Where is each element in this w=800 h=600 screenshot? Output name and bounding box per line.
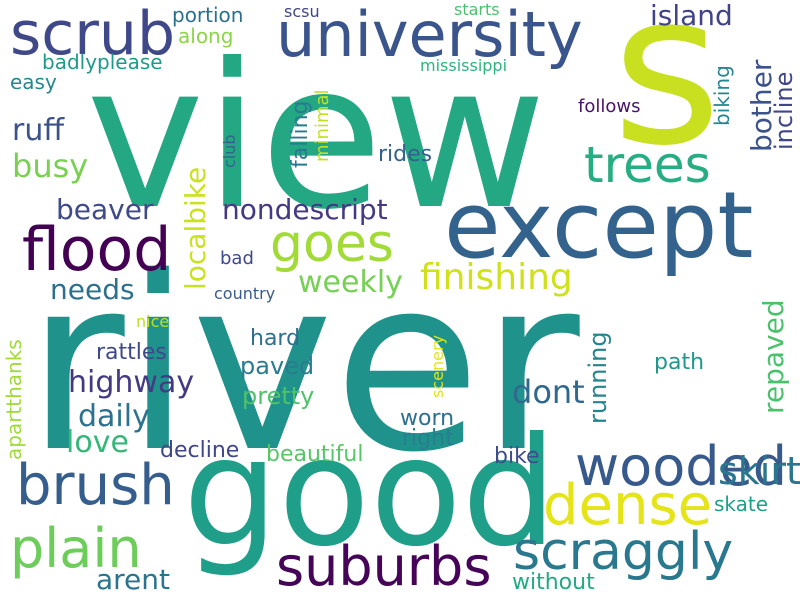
word-plain: plain [10, 517, 142, 580]
word-love: love [66, 425, 129, 460]
word-weekly: weekly [298, 265, 403, 300]
word-arent: arent [96, 563, 171, 596]
word-follows: follows [578, 96, 641, 117]
word-biking: biking [710, 65, 734, 126]
word-incline: incline [770, 71, 798, 150]
word-finishing: finishing [420, 257, 573, 298]
word-river: river [26, 225, 580, 505]
word-paved: paved [240, 352, 315, 380]
word-scsu: scsu [284, 2, 320, 21]
word-falling: falling [288, 100, 313, 168]
word-easy: easy [10, 70, 57, 94]
word-along: along [178, 24, 234, 48]
word-nondescript: nondescript [222, 193, 388, 226]
word-pretty: pretty [242, 382, 315, 410]
word-trees: trees [584, 136, 711, 194]
word-scrub: scrub [10, 0, 176, 69]
word-rides: rides [378, 142, 433, 167]
word-dont: dont [512, 373, 585, 411]
word-hard: hard [250, 326, 301, 351]
word-decline: decline [160, 438, 240, 463]
word-university: university [276, 0, 583, 71]
word-scenery: scenery [428, 334, 447, 398]
word-worn: worn [400, 406, 455, 431]
word-scraggly: scraggly [513, 522, 734, 582]
word-goes: goes [270, 214, 394, 274]
word-right: right [402, 426, 454, 451]
word-nice: nice [136, 312, 170, 331]
word-ruff: ruff [12, 113, 65, 148]
word-highway: highway [68, 365, 195, 400]
word-flood: flood [22, 215, 172, 285]
word-busy: busy [12, 147, 89, 185]
word-beaver: beaver [56, 193, 154, 226]
word-bad: bad [220, 248, 254, 269]
word-running: running [584, 331, 612, 424]
word-repaved: repaved [757, 299, 790, 414]
word-except: except [444, 172, 754, 279]
word-dense: dense [543, 473, 713, 538]
word-starts: starts [454, 0, 500, 19]
word-minimal: minimal [312, 89, 333, 162]
word-without: without [512, 570, 595, 595]
word-localbike: localbike [179, 166, 212, 290]
word-portion: portion [172, 3, 244, 27]
word-brush: brush [16, 453, 175, 518]
word-path: path [654, 350, 705, 375]
word-needs: needs [50, 273, 135, 306]
word-s: s [612, 0, 722, 192]
word-country: country [214, 284, 276, 303]
word-club: club [220, 134, 239, 168]
word-apartthanks: apartthanks [2, 339, 26, 460]
word-wooded: wooded [575, 435, 788, 498]
word-view: view [86, 21, 547, 254]
word-suburbs: suburbs [276, 535, 492, 598]
word-bike: bike [494, 444, 540, 469]
word-rattles: rattles [96, 340, 167, 365]
word-skate: skate [714, 492, 769, 516]
word-island: island [650, 0, 733, 32]
word-good: good [183, 406, 557, 580]
word-skirting: skirting [718, 449, 800, 493]
word-beautiful: beautiful [266, 442, 364, 467]
word-mississippi: mississippi [420, 56, 508, 75]
word-daily: daily [78, 399, 150, 434]
word-badlyplease: badlyplease [42, 50, 163, 74]
